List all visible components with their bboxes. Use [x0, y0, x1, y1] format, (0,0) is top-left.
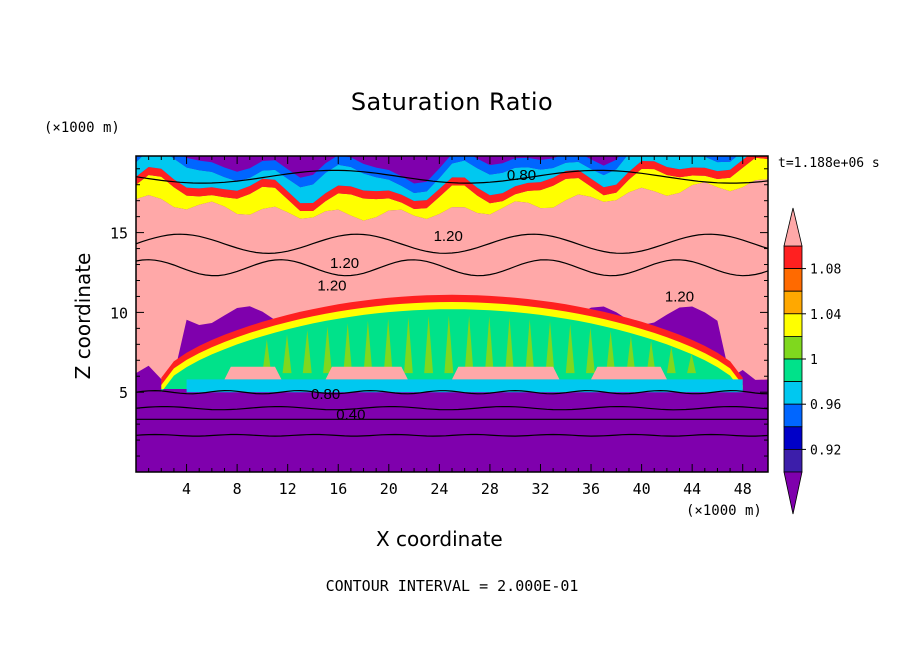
colorbar-bin	[783, 245, 803, 270]
base-cyan	[186, 379, 743, 393]
plume	[282, 334, 292, 374]
contour-0.20	[136, 433, 768, 437]
plume	[484, 316, 494, 374]
plume	[343, 323, 353, 374]
contour-1.20-a	[136, 233, 768, 255]
contour-interval-note: CONTOUR INTERVAL = 2.000E-01	[325, 577, 579, 595]
colorbar-bin	[783, 290, 803, 315]
band-blue	[136, 156, 738, 193]
contour-labels: 0.80 1.20 1.20 1.20 1.20 0.80 0.40	[311, 167, 694, 424]
base-pocket	[224, 366, 282, 380]
y-tick-label: 5	[119, 384, 128, 402]
y-tick-label: 15	[110, 225, 128, 243]
colorbar: 1.08 1.04 1 0.96 0.92	[783, 207, 841, 515]
x-tick-label: 40	[633, 480, 651, 498]
colorbar-label: 0.92	[810, 443, 841, 458]
plume	[646, 340, 656, 374]
x-tick-label: 12	[279, 480, 297, 498]
plume	[262, 339, 272, 374]
base-pocket	[452, 366, 560, 380]
plume	[525, 319, 535, 374]
colorbar-bottom-arrow	[783, 471, 803, 515]
contour-0.60	[136, 406, 768, 411]
plume	[505, 317, 514, 374]
y-tick-label: 10	[110, 304, 128, 322]
x-tick-label: 48	[734, 480, 752, 498]
contour-lines	[136, 169, 768, 437]
plume	[586, 327, 595, 374]
colorbar-bin	[783, 426, 803, 450]
plume	[424, 316, 433, 374]
x-tick-label: 24	[430, 480, 448, 498]
contour-label: 0.80	[507, 167, 536, 184]
colorbar-bin	[783, 448, 803, 473]
colorbar-bin	[783, 381, 803, 405]
plume	[687, 353, 696, 374]
plume	[302, 330, 312, 374]
contour-label: 1.20	[317, 277, 346, 294]
x-axis-ticks: 4 8 12 16 20 24 28 32 36 40 44 48	[148, 156, 769, 498]
x-tick-label: 4	[182, 480, 191, 498]
region-supersaturated	[136, 179, 768, 380]
colorbar-label: 1	[810, 353, 818, 368]
colorbar-label: 1.08	[810, 263, 841, 278]
colorbar-bin	[783, 268, 803, 292]
plume	[606, 331, 616, 374]
contour-label: 1.20	[665, 288, 694, 305]
x-tick-label: 32	[531, 480, 549, 498]
plume	[464, 315, 474, 374]
colorbar-bin	[783, 358, 803, 383]
x-tick-label: 20	[380, 480, 398, 498]
plume	[383, 318, 393, 374]
plume	[626, 335, 636, 374]
x-axis-units: (×1000 m)	[686, 503, 762, 519]
plume	[666, 346, 676, 374]
band-cyan	[136, 156, 748, 204]
x-tick-label: 36	[582, 480, 600, 498]
chart-title: Saturation Ratio	[350, 88, 554, 116]
base-pocket	[591, 366, 667, 380]
colorbar-label: 1.04	[810, 308, 841, 323]
plume	[404, 317, 413, 374]
contour-label: 1.20	[434, 228, 463, 245]
y-axis-label: Z coordinate	[71, 252, 95, 380]
time-label: t=1.188e+06 s	[778, 156, 880, 171]
plume	[323, 326, 332, 374]
colorbar-label: 0.96	[810, 398, 841, 413]
contour-label: 0.40	[336, 407, 365, 424]
colorbar-bin	[783, 335, 803, 360]
colorbar-top-arrow	[783, 207, 803, 247]
x-axis-label: X coordinate	[376, 527, 503, 551]
plume	[545, 321, 555, 374]
contour-label: 0.80	[311, 386, 340, 403]
band-yellow	[136, 157, 768, 221]
x-tick-label: 44	[683, 480, 701, 498]
x-tick-label: 16	[329, 480, 347, 498]
plume	[363, 320, 373, 374]
contour-1.20-b	[136, 259, 768, 277]
plume	[565, 324, 575, 374]
contour-0.80-low	[136, 389, 768, 395]
contour-label: 1.20	[330, 255, 359, 272]
contour-0.80-top	[136, 169, 768, 184]
y-axis-ticks: 5 10 15	[110, 168, 768, 457]
x-tick-label: 28	[481, 480, 499, 498]
colorbar-bin	[783, 403, 803, 428]
x-tick-label: 8	[233, 480, 242, 498]
y-axis-units: (×1000 m)	[44, 120, 120, 136]
plume	[444, 315, 454, 374]
colorbar-bin	[783, 313, 803, 337]
base-pocket	[325, 366, 408, 380]
saturation-field	[136, 156, 768, 472]
